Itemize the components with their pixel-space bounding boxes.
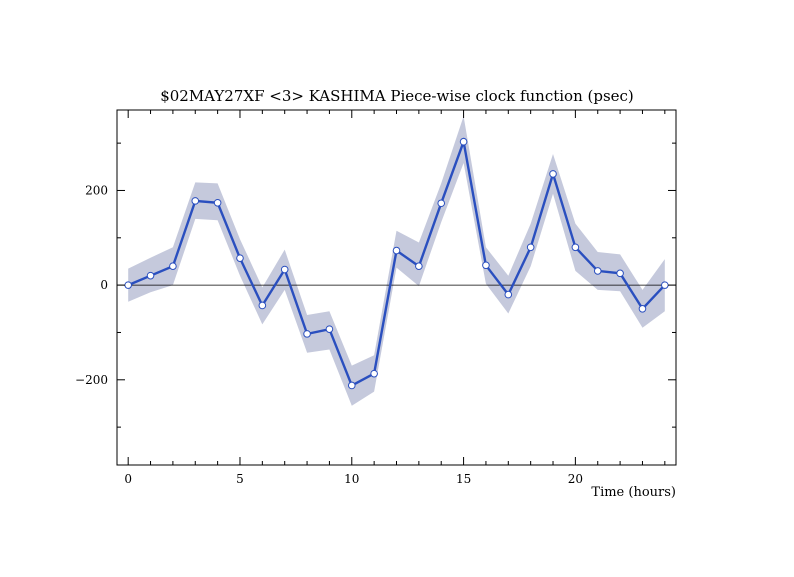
data-point [370,369,378,378]
x-tick-label: 20 [568,472,583,486]
data-point [415,262,423,271]
data-point [191,197,200,205]
data-point [169,262,177,271]
data-point [213,198,222,207]
data-point [303,330,311,338]
data-point [258,301,267,310]
x-tick-label: 10 [344,472,359,486]
data-point [638,305,647,313]
data-point [325,325,334,333]
y-tick-label: 0 [100,278,108,292]
data-point [437,199,446,208]
x-tick-label: 0 [124,472,132,486]
uncertainty-band [128,116,665,406]
plot-frame [116,109,677,466]
x-tick-label: 5 [236,472,244,486]
data-point [482,261,490,270]
plot-area [117,116,676,406]
x-axis-label: Time (hours) [591,485,676,500]
data-point [593,267,602,275]
data-point [347,381,356,390]
data-point [504,290,513,299]
data-point [661,281,669,289]
axes: 0 5 10 15 20 −200 0 200 [75,110,676,486]
data-point [549,170,557,178]
data-point [124,281,132,289]
data-point [571,243,580,252]
data-point [236,254,244,262]
chart-title: $02MAY27XF <3> KASHIMA Piece-wise clock … [160,87,634,105]
y-tick-label: −200 [75,373,108,387]
data-point [526,243,535,252]
data-point [146,271,155,280]
y-tick-label: 200 [85,183,108,197]
x-tick-label: 15 [456,472,471,486]
data-point [280,265,289,274]
data-point [392,246,401,255]
data-point [459,137,468,146]
data-point [616,269,624,278]
